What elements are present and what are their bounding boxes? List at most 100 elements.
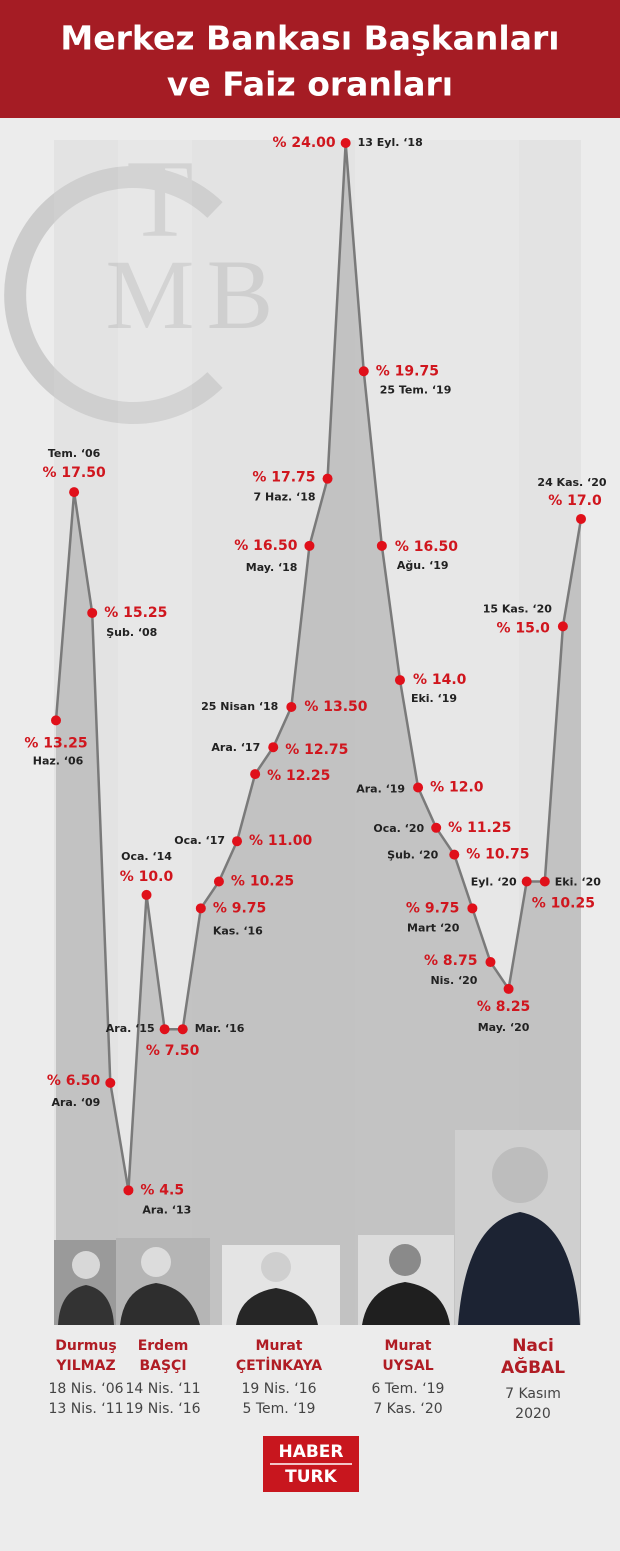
value-label: % 12.0: [430, 780, 484, 796]
point: [268, 742, 279, 753]
point: [195, 903, 206, 914]
date-label: Kas. ‘16: [213, 924, 263, 937]
president-dates: 5 Tem. ‘19: [243, 1401, 316, 1417]
president-dates: 7 Kasım: [505, 1386, 561, 1402]
date-label: 25 Tem. ‘19: [380, 383, 452, 396]
point: [177, 1024, 188, 1035]
date-label: May. ‘18: [246, 561, 298, 574]
logo-letter: B: [207, 239, 274, 350]
point: [521, 876, 532, 887]
date-label: Mart ‘20: [407, 921, 460, 934]
date-label: 25 Nisan ‘18: [201, 700, 278, 713]
photo-suit: [458, 1212, 580, 1325]
date-label: 7 Haz. ‘18: [254, 491, 316, 504]
value-label: % 12.75: [285, 742, 348, 758]
point: [394, 675, 405, 686]
point: [576, 513, 586, 524]
date-label: Haz. ‘06: [33, 754, 84, 767]
title-line: Merkez Bankası Başkanları: [60, 19, 559, 58]
point: [304, 540, 315, 551]
point: [557, 621, 568, 632]
date-label: 24 Kas. ‘20: [537, 476, 606, 489]
value-label: % 4.5: [140, 1182, 184, 1198]
value-label: % 15.25: [104, 605, 167, 621]
president-name: Naci: [512, 1336, 554, 1356]
date-label: Eki. ‘19: [411, 692, 457, 705]
value-label: % 10.25: [532, 895, 595, 911]
value-label: % 13.25: [24, 735, 87, 751]
value-label: % 10.75: [466, 847, 529, 863]
chart-area: % 13.25 Haz. ‘06 % 17.50 Tem. ‘06 % 15.25 Şub…: [24, 135, 607, 1325]
point: [322, 473, 333, 484]
value-label: % 13.50: [304, 699, 367, 715]
logo-letter: M: [106, 239, 195, 350]
photo-suit: [362, 1282, 450, 1325]
point: [376, 540, 387, 551]
footer-logo: HABER TURK: [263, 1436, 359, 1492]
date-label: Mar. ‘16: [195, 1022, 245, 1035]
value-label: % 17.50: [43, 465, 106, 481]
point: [87, 607, 98, 618]
value-label: % 8.75: [424, 953, 477, 969]
value-label: % 16.50: [395, 539, 458, 555]
photos: [54, 1130, 580, 1325]
president-name: Durmuş: [55, 1338, 116, 1354]
date-label: May. ‘20: [478, 1021, 530, 1034]
date-label: Şub. ‘20: [387, 849, 438, 862]
point: [503, 983, 514, 994]
date-label: Nis. ‘20: [430, 974, 477, 987]
date-label: Eki. ‘20: [555, 875, 601, 888]
president-dates: 14 Nis. ‘11: [125, 1381, 200, 1397]
point: [340, 138, 351, 148]
point: [449, 849, 460, 860]
president-dates: 7 Kas. ‘20: [373, 1401, 442, 1417]
date-label: 15 Kas. ‘20: [483, 602, 552, 615]
date-label: Ara. ‘13: [142, 1203, 191, 1216]
point: [286, 701, 297, 712]
photo-suit: [236, 1288, 318, 1325]
value-label: % 9.75: [406, 900, 459, 916]
header: [0, 0, 620, 118]
point: [413, 782, 424, 793]
value-label: % 17.0: [548, 493, 602, 509]
logo-text: HABER: [278, 1442, 343, 1462]
president-name: YILMAZ: [55, 1358, 115, 1374]
value-label: % 8.25: [477, 999, 530, 1015]
value-label: % 10.25: [231, 873, 294, 889]
date-label: Ara. ‘19: [356, 783, 405, 796]
logo-text: TURK: [285, 1467, 337, 1487]
title-line: ve Faiz oranları: [167, 65, 453, 104]
photo-head: [389, 1244, 421, 1276]
point: [141, 889, 152, 900]
presidents: Durmuş YILMAZ 18 Nis. ‘06 13 Nis. ‘11 Erdem B…: [48, 1336, 565, 1422]
line: [54, 142, 583, 1191]
date-label: Tem. ‘06: [48, 447, 101, 460]
value-label: % 15.0: [496, 620, 550, 636]
president-name: Murat: [385, 1338, 432, 1354]
tcmb-logo: T M B: [4, 137, 274, 424]
value-label: % 10.0: [120, 869, 174, 885]
point: [123, 1185, 134, 1196]
date-label: Ağu. ‘19: [397, 559, 449, 572]
value-label: % 14.0: [413, 672, 467, 688]
value-label: % 11.00: [249, 833, 312, 849]
value-label: % 17.75: [252, 470, 315, 486]
date-label: Ara. ‘15: [106, 1022, 155, 1035]
president-name: ÇETİNKAYA: [236, 1357, 322, 1374]
logo-letter: T: [126, 137, 193, 259]
value-label: % 11.25: [448, 820, 511, 836]
point: [69, 487, 80, 498]
date-label: Ara. ‘09: [51, 1096, 100, 1109]
president-name: AĞBAL: [501, 1356, 565, 1378]
president-dates: 6 Tem. ‘19: [372, 1381, 445, 1397]
value-label: % 19.75: [376, 363, 439, 379]
photo-suit: [120, 1283, 200, 1325]
point: [539, 876, 550, 887]
point: [51, 715, 61, 726]
point: [232, 836, 243, 847]
date-label: Ara. ‘17: [211, 741, 260, 754]
date-label: Eyl. ‘20: [471, 875, 517, 888]
president-name: BAŞÇI: [139, 1358, 186, 1374]
photo-head: [72, 1251, 100, 1279]
